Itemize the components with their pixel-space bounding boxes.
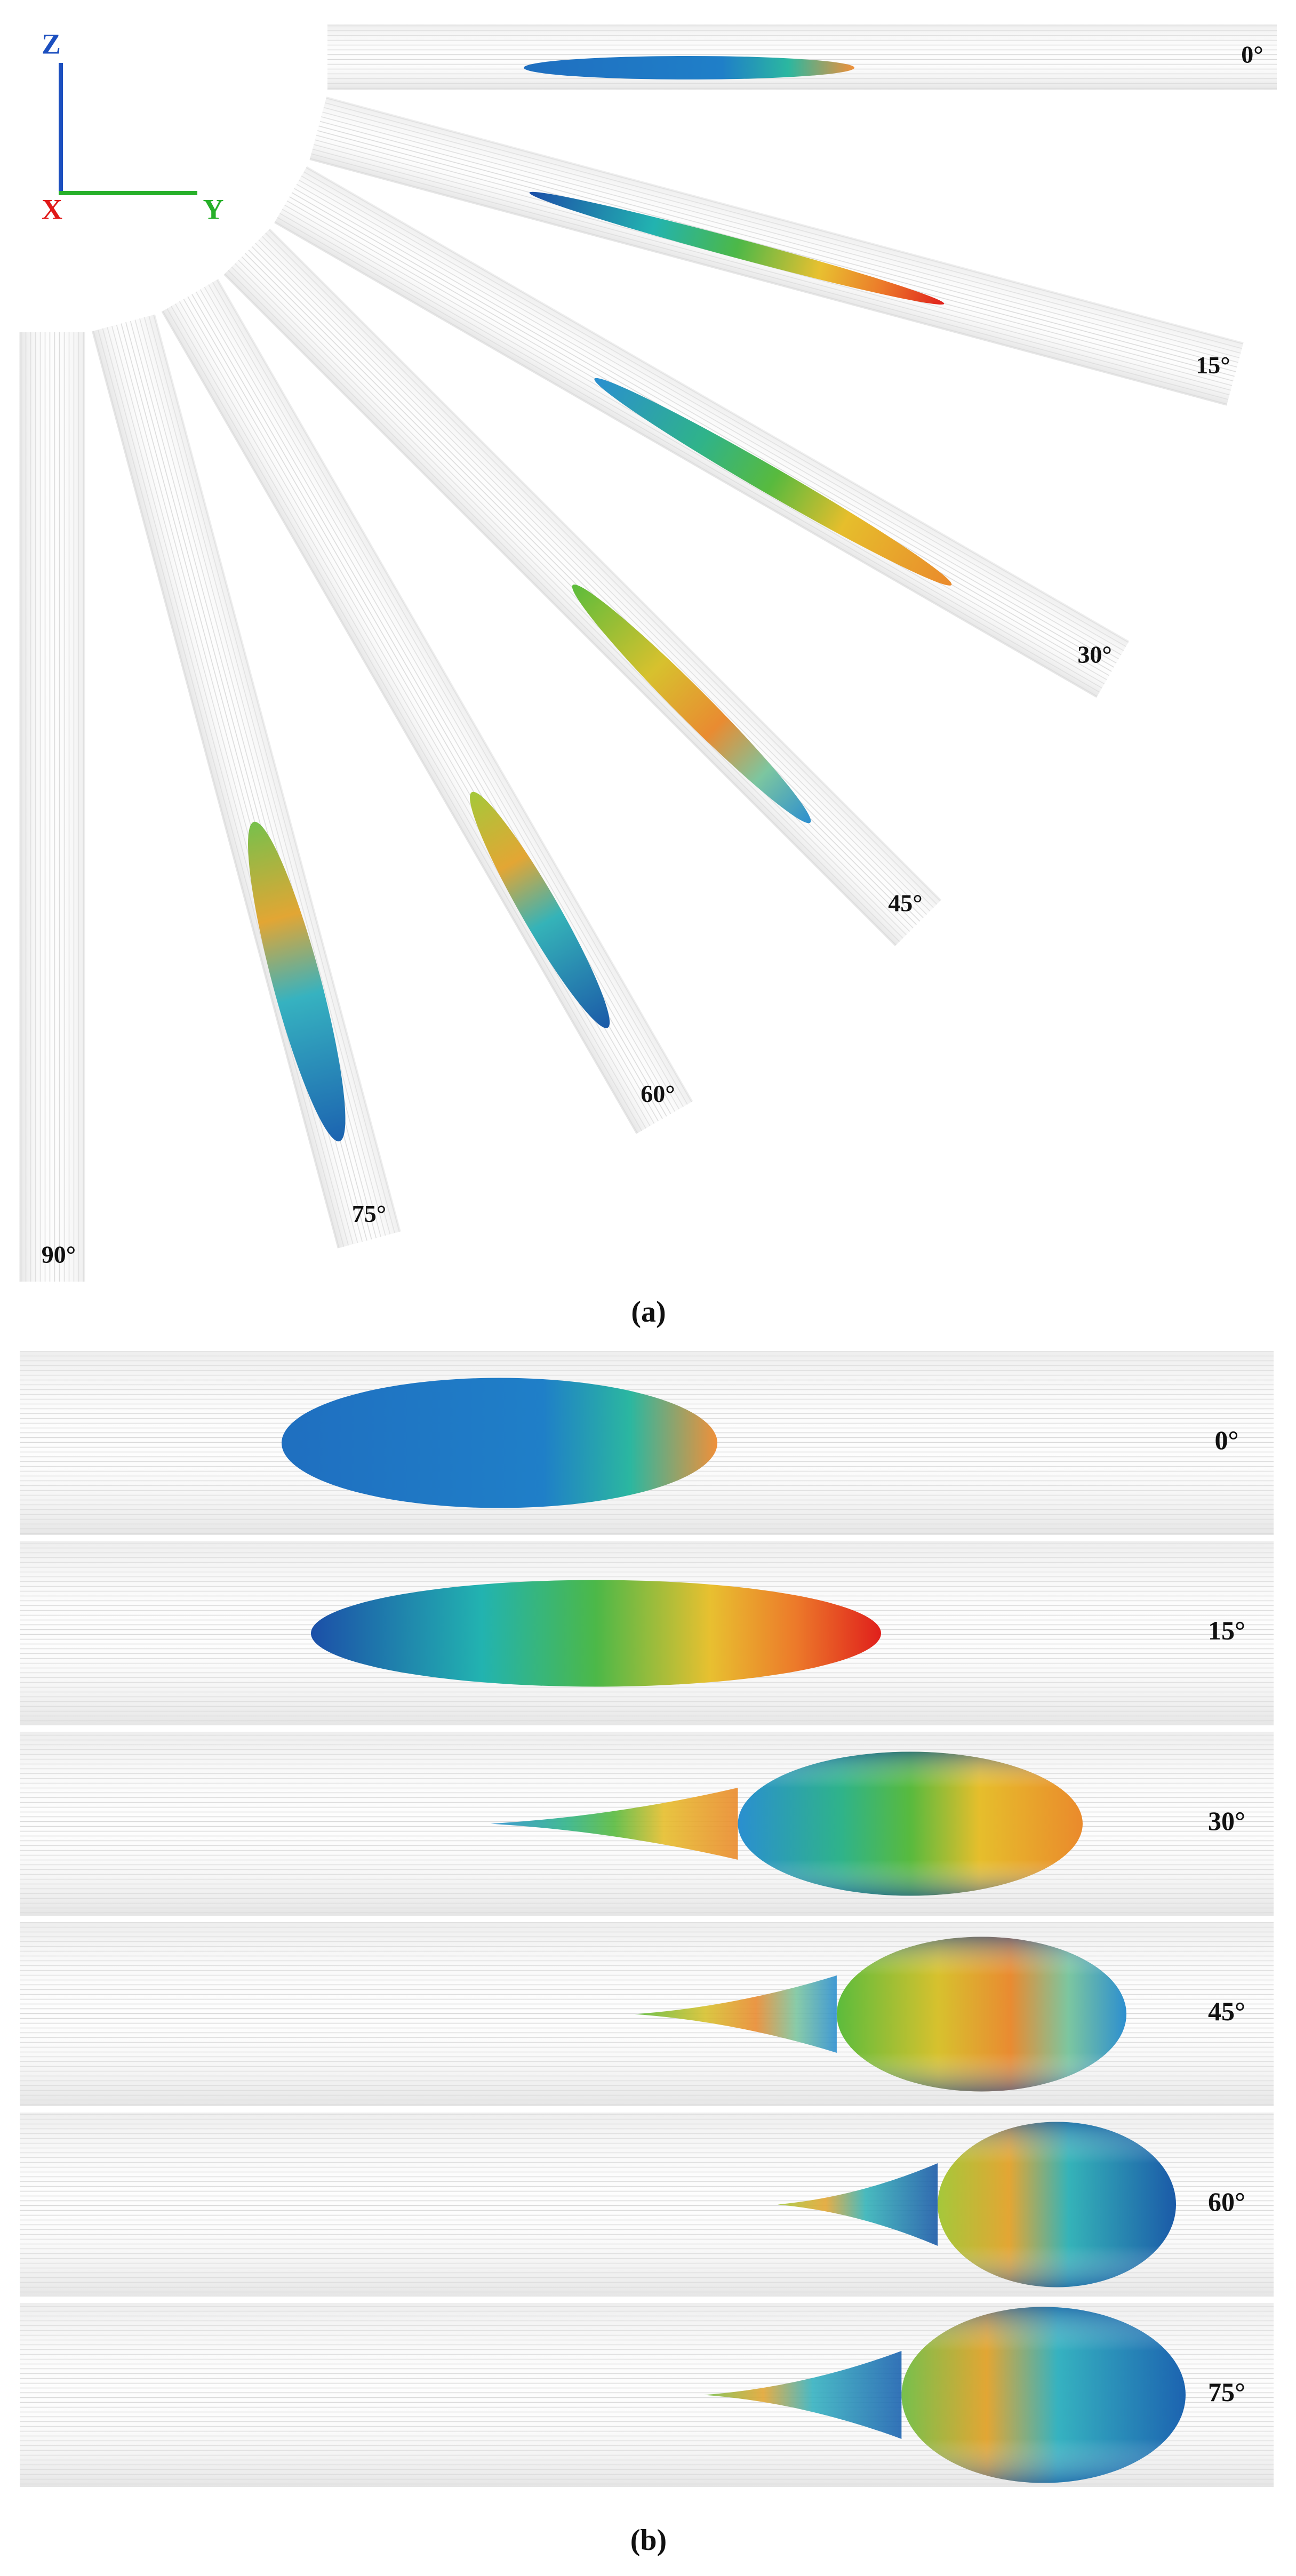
- particle-cloud: [529, 191, 945, 305]
- axis-label-y: Y: [203, 193, 224, 225]
- angle-label: 45°: [1208, 1996, 1245, 2026]
- angle-label: 60°: [1208, 2187, 1245, 2217]
- particle-rim: [836, 1937, 1126, 2092]
- angle-label: 90°: [42, 1241, 76, 1268]
- particle-cloud: [524, 56, 854, 79]
- angle-label: 30°: [1077, 641, 1111, 668]
- angle-label: 75°: [352, 1200, 386, 1227]
- angle-label: 0°: [1241, 41, 1263, 68]
- particle-tail: [704, 2351, 902, 2439]
- tube: [19, 332, 85, 1282]
- tube: [327, 24, 1277, 90]
- tube: [309, 97, 1244, 406]
- particle-cloud: [594, 378, 952, 586]
- tube: [161, 279, 693, 1134]
- angle-label: 15°: [1208, 1615, 1245, 1645]
- caption: (b): [630, 2524, 667, 2557]
- particle-rim: [901, 2307, 1186, 2483]
- particle-tail: [635, 1975, 837, 2053]
- angle-label: 45°: [888, 890, 922, 917]
- tube: [92, 314, 401, 1249]
- tube: [223, 228, 942, 947]
- particle-cloud: [282, 1378, 717, 1508]
- caption: (a): [631, 1295, 666, 1329]
- tube-shade: [327, 24, 1277, 90]
- angle-label: 60°: [641, 1080, 675, 1107]
- particle-rim: [938, 2122, 1176, 2287]
- angle-label: 0°: [1215, 1425, 1239, 1455]
- particle-tail: [491, 1788, 738, 1860]
- particle-rim: [738, 1751, 1083, 1896]
- tube-shade: [19, 332, 85, 1282]
- angle-label: 75°: [1208, 2377, 1245, 2407]
- particle-tail: [778, 2163, 938, 2246]
- particle-cloud: [311, 1580, 881, 1687]
- angle-label: 15°: [1196, 351, 1230, 379]
- axis-label-x: X: [42, 193, 62, 225]
- angle-label: 30°: [1208, 1806, 1245, 1836]
- particle-cloud: [572, 584, 811, 823]
- axis-triad: Z X Y: [42, 28, 224, 225]
- axis-label-z: Z: [42, 28, 61, 60]
- tube: [274, 166, 1130, 698]
- particle-cloud: [470, 791, 610, 1028]
- particle-cloud: [248, 821, 346, 1142]
